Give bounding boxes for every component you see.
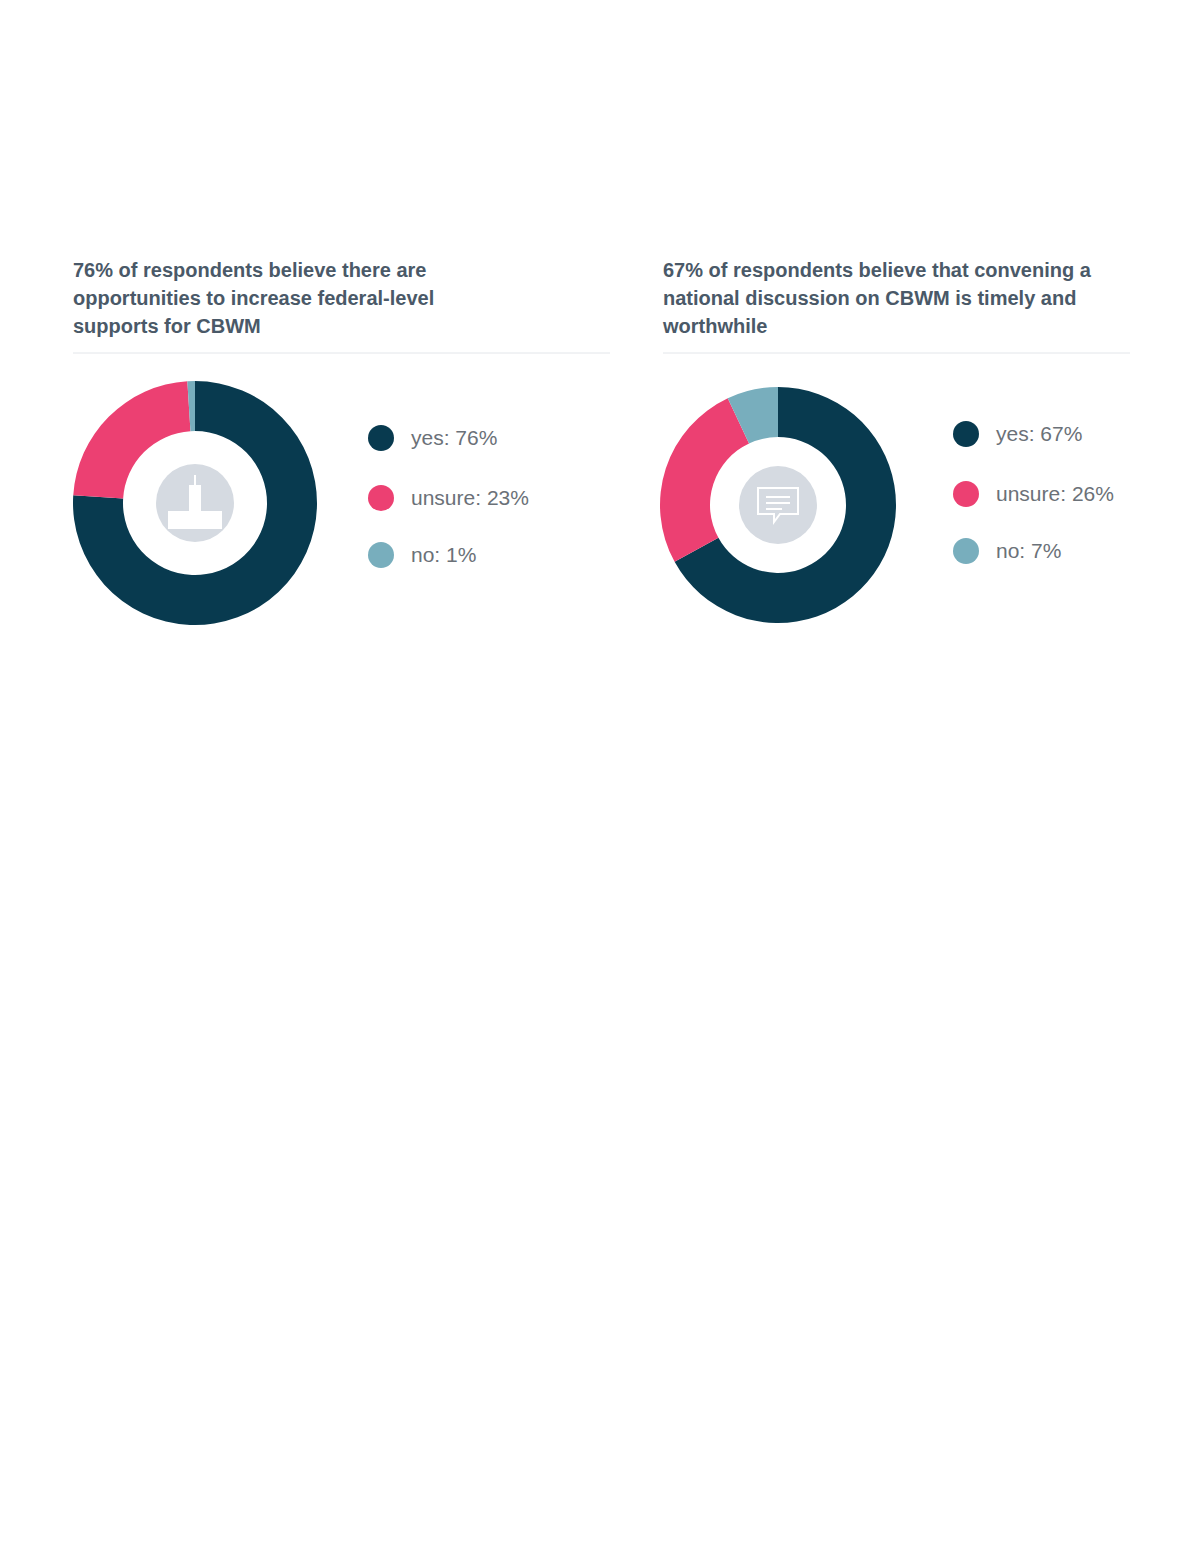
separator xyxy=(73,353,610,354)
icon-part xyxy=(758,488,798,522)
chart-title: 67% of respondents believe that convenin… xyxy=(662,259,1092,337)
legend-label: yes: 76% xyxy=(411,426,497,449)
legend-label: unsure: 23% xyxy=(411,486,529,509)
legend-label: yes: 67% xyxy=(996,422,1082,445)
icon-part xyxy=(189,485,201,515)
legend-swatch xyxy=(368,542,394,568)
chart-title: 76% of respondents believe there areoppo… xyxy=(73,259,434,337)
chart: 76% of respondents believe there areoppo… xyxy=(73,259,610,625)
center-icon xyxy=(156,464,234,542)
legend-swatch xyxy=(953,481,979,507)
donut xyxy=(660,387,896,623)
page: 76% of respondents believe there areoppo… xyxy=(0,0,1200,1552)
legend-swatch xyxy=(368,485,394,511)
donut xyxy=(73,381,317,625)
chart: 67% of respondents believe that convenin… xyxy=(660,259,1130,623)
slice xyxy=(73,381,317,625)
legend-swatch xyxy=(953,421,979,447)
legend-label: no: 1% xyxy=(411,543,476,566)
icon-circle xyxy=(739,466,817,544)
legend-swatch xyxy=(368,425,394,451)
legend: yes: 76% unsure: 23% no: 1% xyxy=(368,425,529,568)
icon-part xyxy=(194,475,196,487)
legend: yes: 67% unsure: 26% no: 7% xyxy=(953,421,1114,564)
slice xyxy=(187,381,195,431)
icon-circle xyxy=(156,464,234,542)
slice xyxy=(728,387,778,443)
center-icon xyxy=(739,466,817,544)
separator xyxy=(663,353,1130,354)
slice xyxy=(660,398,749,562)
icon-part xyxy=(766,502,790,504)
icon-part xyxy=(766,496,790,498)
legend-label: no: 7% xyxy=(996,539,1061,562)
icon-part xyxy=(766,508,782,510)
legend-label: unsure: 26% xyxy=(996,482,1114,505)
legend-swatch xyxy=(953,538,979,564)
